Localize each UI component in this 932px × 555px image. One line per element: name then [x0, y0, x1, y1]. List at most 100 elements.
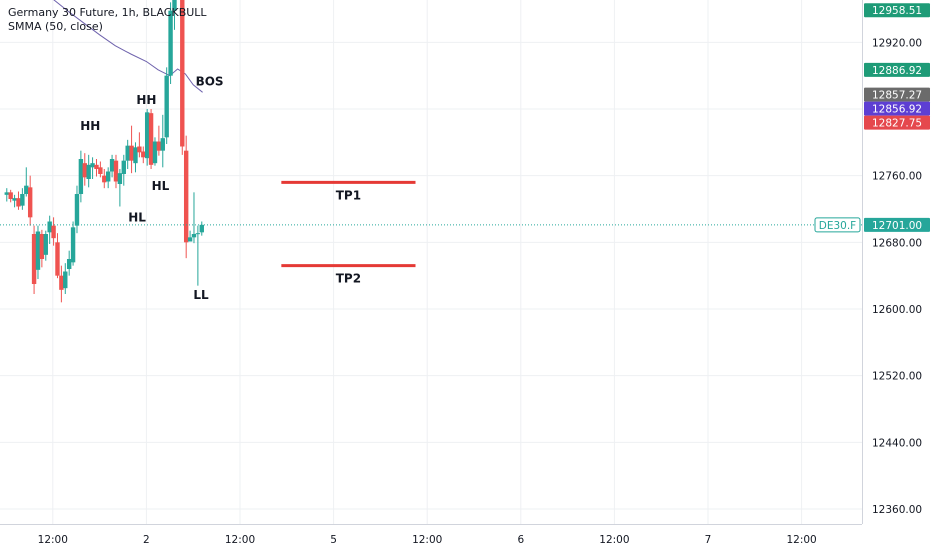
structure-label: HH: [136, 93, 156, 107]
target-label: TP2: [336, 272, 361, 286]
price-badge-label: 12958.51: [872, 5, 922, 17]
price-badge-label: 12827.75: [872, 118, 922, 130]
candle-down: [31, 225, 37, 294]
price-tick-label: 12680.00: [872, 237, 922, 249]
time-tick-label: 2: [143, 534, 150, 546]
candle-body: [152, 141, 158, 164]
candle-down: [156, 125, 162, 156]
candle-body: [133, 147, 138, 164]
time-tick-label: 5: [330, 534, 337, 546]
time-axis[interactable]: 12:00 2 12:00 5 12:00 6 12:00 7 12:00: [0, 524, 862, 547]
candle-body: [78, 159, 84, 194]
time-tick-label: 12:00: [38, 534, 68, 546]
candle-body: [12, 198, 17, 201]
candle-up: [121, 154, 126, 186]
candle-down: [102, 169, 107, 189]
time-tick-label: 6: [517, 534, 524, 546]
candle-up: [109, 154, 115, 178]
candle-down: [129, 125, 134, 174]
candle-down: [59, 265, 64, 303]
candle-body: [31, 234, 37, 284]
time-tick-label: 12:00: [412, 534, 442, 546]
candle-up: [117, 169, 123, 207]
candle-up: [152, 137, 158, 166]
candle-down: [82, 153, 87, 186]
candle-body: [125, 145, 130, 161]
price-badge[interactable]: [864, 115, 930, 130]
candle-body: [59, 275, 64, 290]
price-badge[interactable]: [864, 101, 930, 116]
candle-down: [8, 189, 13, 203]
candle-up: [191, 192, 197, 244]
candle-body: [121, 160, 126, 174]
time-tick-label: 7: [705, 534, 712, 546]
candle-down: [27, 175, 33, 226]
price-badge-label: 12886.92: [872, 65, 922, 77]
candle-body: [43, 234, 48, 255]
candle-body: [156, 141, 162, 151]
symbol-title: Germany 30 Future, 1h, BLACKBULL: [8, 6, 207, 19]
price-badge[interactable]: [864, 62, 930, 77]
candle-body: [117, 173, 123, 184]
candle-body: [63, 271, 68, 289]
candle-body: [148, 113, 154, 165]
current-price-label: 12701.00: [872, 220, 922, 232]
candle-body: [90, 163, 95, 168]
candle-body: [195, 233, 201, 235]
price-badge[interactable]: [864, 87, 930, 102]
price-badge[interactable]: [864, 3, 930, 18]
candle-body: [8, 192, 13, 199]
candles-layer: [0, 0, 862, 303]
candle-body: [94, 164, 99, 169]
structure-label: BOS: [196, 75, 224, 89]
price-axis-bg: [862, 0, 932, 550]
candle-up: [105, 167, 111, 189]
targets-layer: TP1 TP2: [281, 180, 416, 286]
structure-label: LL: [193, 288, 209, 302]
candle-up: [164, 67, 169, 144]
candle-body: [51, 225, 56, 239]
candle-body: [4, 192, 9, 195]
candle-down: [183, 135, 189, 259]
candle-down: [98, 161, 103, 178]
candle-up: [24, 167, 29, 197]
candle-body: [172, 0, 177, 11]
candle-up: [133, 142, 138, 173]
price-axis[interactable]: EUR12360.0012440.0012520.0012600.0012680…: [814, 0, 932, 550]
candle-up: [70, 221, 76, 266]
candle-body: [39, 234, 45, 259]
candle-up: [47, 215, 52, 244]
price-badge-label: 12856.92: [872, 104, 922, 116]
candle-down: [180, 0, 185, 155]
price-tick-label: 12360.00: [872, 504, 922, 516]
candle-body: [47, 221, 52, 233]
candle-up: [160, 114, 165, 168]
candle-down: [16, 191, 21, 210]
candle-up: [168, 2, 173, 84]
candle-body: [168, 10, 173, 76]
candle-body: [180, 0, 185, 147]
current-price-badge[interactable]: [864, 217, 930, 232]
candle-down: [137, 132, 142, 158]
structure-label: HH: [80, 119, 100, 133]
candle-body: [109, 159, 115, 172]
chart-legend: Germany 30 Future, 1h, BLACKBULL SMMA (5…: [8, 6, 207, 34]
candle-down: [148, 109, 154, 169]
structure-label: HL: [152, 179, 170, 193]
candle-down: [141, 146, 146, 164]
candle-up: [195, 225, 201, 286]
candle-body: [144, 112, 150, 159]
candle-down: [51, 217, 56, 246]
candle-body: [20, 194, 25, 206]
candle-body: [82, 163, 87, 178]
candle-down: [55, 233, 60, 279]
time-tick-label: 12:00: [225, 534, 255, 546]
candle-body: [164, 75, 169, 138]
symbol-tag[interactable]: [814, 217, 861, 233]
candle-body: [98, 167, 103, 174]
candle-up: [20, 188, 25, 210]
candle-body: [129, 145, 134, 161]
candle-body: [105, 171, 111, 182]
